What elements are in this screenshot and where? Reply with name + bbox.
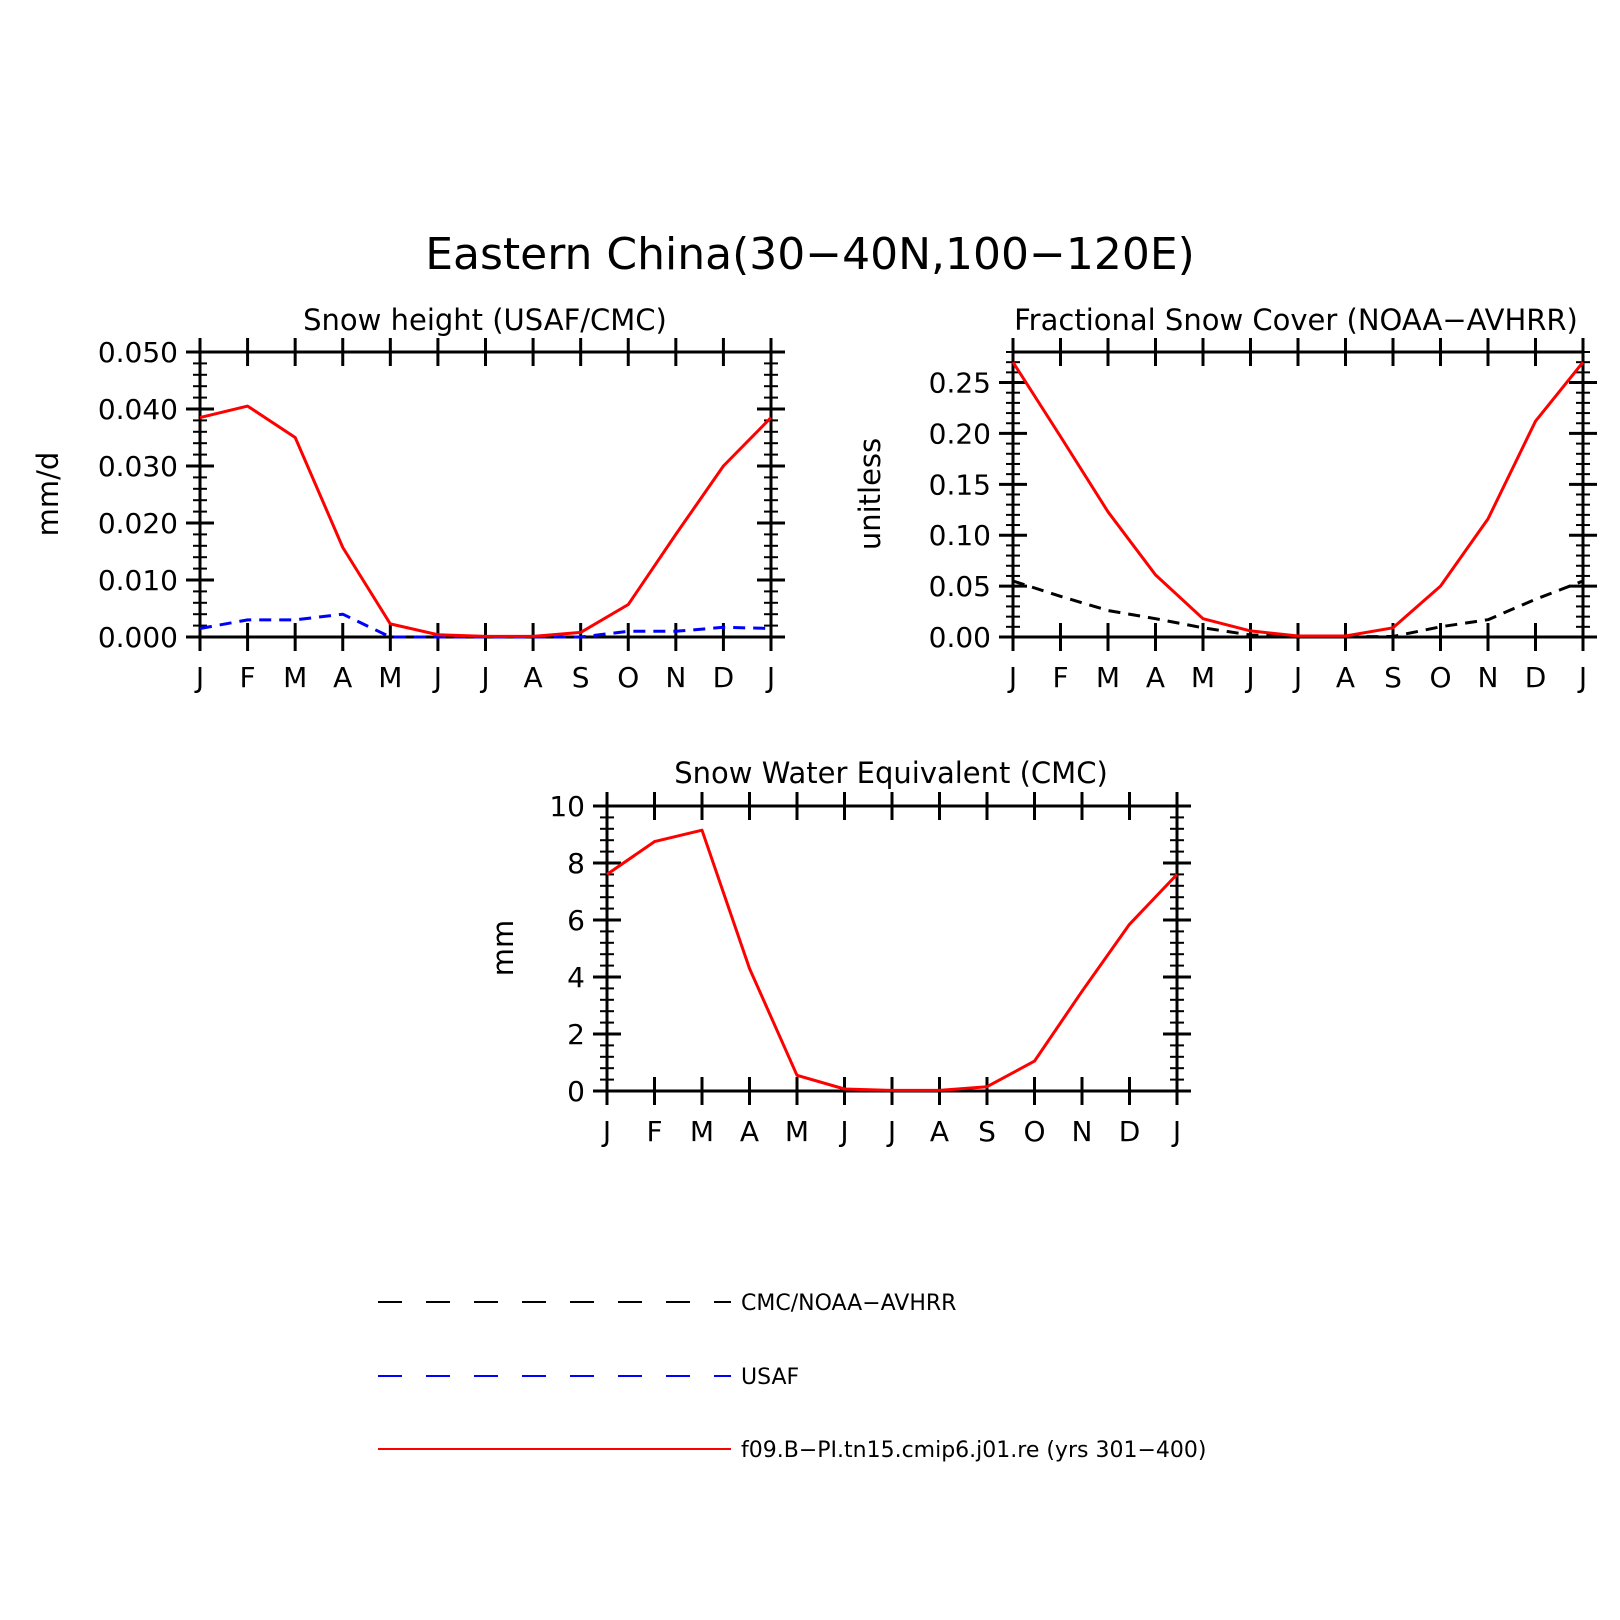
panel-title: Fractional Snow Cover (NOAA−AVHRR) — [1014, 303, 1578, 337]
x-tick-label: J — [601, 1115, 611, 1148]
x-tick-label: J — [1292, 661, 1302, 694]
x-tick-label: F — [240, 661, 256, 694]
y-tick-label: 0.25 — [929, 367, 991, 400]
y-tick-label: 0.010 — [98, 564, 178, 597]
legend-label: f09.B−PI.tn15.cmip6.j01.re (yrs 301−400) — [741, 1438, 1206, 1463]
y-tick-label: 4 — [567, 961, 585, 994]
panel-snow-height: Snow height (USAF/CMC) 0.000 0.010 0.020 0.… — [31, 303, 785, 694]
x-tick-label: O — [1023, 1115, 1045, 1148]
y-tick-label: 0.20 — [929, 417, 991, 450]
y-tick-label: 0.000 — [98, 621, 178, 654]
x-tick-label: D — [1525, 661, 1547, 694]
x-tick-label: N — [1478, 661, 1499, 694]
x-tick-label: O — [1429, 661, 1451, 694]
x-tick-label: J — [838, 1115, 848, 1148]
legend-label: CMC/NOAA−AVHRR — [741, 1291, 956, 1316]
y-axis-label: mm/d — [31, 452, 65, 537]
figure-title: Eastern China(30−40N,100−120E) — [425, 229, 1195, 280]
y-tick-label: 8 — [567, 847, 585, 880]
y-tick-label: 0.10 — [929, 519, 991, 552]
legend-item: CMC/NOAA−AVHRR — [378, 1291, 956, 1316]
series-line-model — [199, 404, 773, 638]
y-tick-label: 2 — [567, 1018, 585, 1051]
x-tick-label: F — [1052, 661, 1068, 694]
x-tick-label: S — [572, 661, 590, 694]
x-tick-label: A — [333, 661, 352, 694]
legend-label: USAF — [741, 1365, 799, 1390]
panel-title: Snow Water Equivalent (CMC) — [674, 756, 1108, 790]
x-tick-label: A — [740, 1115, 759, 1148]
x-tick-label: J — [1577, 661, 1587, 694]
y-tick-label: 0.040 — [98, 393, 178, 426]
y-axis-label: unitless — [853, 438, 887, 550]
y-tick-label: 0.030 — [98, 450, 178, 483]
x-tick-label: M — [785, 1115, 809, 1148]
x-tick-label: A — [1146, 661, 1165, 694]
x-tick-label: J — [1244, 661, 1254, 694]
y-tick-label: 6 — [567, 904, 585, 937]
x-tick-label: A — [524, 661, 543, 694]
plot-frame — [605, 804, 1179, 1093]
x-tick-label: F — [646, 1115, 662, 1148]
x-tick-label: D — [713, 661, 735, 694]
x-tick-label: J — [765, 661, 775, 694]
plot-frame — [198, 350, 773, 639]
x-tick-label: J — [432, 661, 442, 694]
x-tick-label: J — [479, 661, 489, 694]
legend-item: USAF — [378, 1365, 799, 1390]
y-tick-label: 0.00 — [929, 621, 991, 654]
panel-fractional-snow-cover: Fractional Snow Cover (NOAA−AVHRR) 0.00 0… — [853, 303, 1597, 694]
x-tick-label: M — [378, 661, 402, 694]
y-tick-label: 0.05 — [929, 570, 991, 603]
x-tick-label: J — [1171, 1115, 1181, 1148]
series-line-model — [606, 828, 1179, 1092]
legend-item: f09.B−PI.tn15.cmip6.j01.re (yrs 301−400) — [378, 1438, 1206, 1463]
y-tick-label: 0.020 — [98, 507, 178, 540]
y-tick-label: 10 — [549, 790, 585, 823]
x-tick-label: M — [283, 661, 307, 694]
y-tick-label: 0 — [567, 1075, 585, 1108]
x-tick-label: M — [1096, 661, 1120, 694]
y-tick-label: 0.15 — [929, 468, 991, 501]
x-tick-label: J — [194, 661, 204, 694]
x-tick-label: S — [978, 1115, 996, 1148]
x-tick-label: A — [930, 1115, 949, 1148]
x-tick-label: S — [1384, 661, 1402, 694]
x-tick-label: N — [1072, 1115, 1093, 1148]
x-tick-label: A — [1336, 661, 1355, 694]
x-tick-label: J — [886, 1115, 896, 1148]
legend: CMC/NOAA−AVHRR USAF f09.B−PI.tn15.cmip6.… — [378, 1291, 1206, 1463]
x-tick-label: J — [1007, 661, 1017, 694]
series-line-model — [1011, 361, 1585, 638]
y-axis-label: mm — [486, 920, 520, 977]
y-tick-label: 0.050 — [98, 336, 178, 369]
x-tick-label: M — [690, 1115, 714, 1148]
panel-title: Snow height (USAF/CMC) — [303, 303, 667, 337]
x-tick-label: N — [665, 661, 686, 694]
x-tick-label: O — [617, 661, 639, 694]
x-tick-label: M — [1191, 661, 1215, 694]
x-tick-label: D — [1119, 1115, 1141, 1148]
